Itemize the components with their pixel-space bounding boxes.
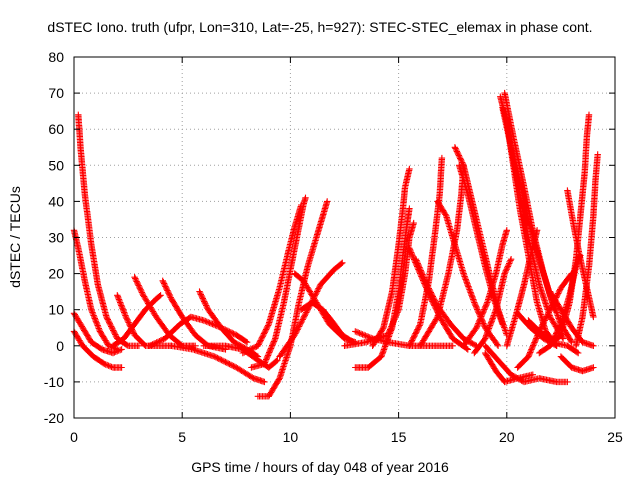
x-tick-label: 0: [70, 429, 78, 445]
data-series: [369, 165, 413, 349]
data-series: [352, 205, 413, 371]
data-series: [572, 151, 601, 349]
y-tick-label: 70: [48, 85, 64, 101]
y-axis-title: dSTEC / TECUs: [7, 186, 23, 288]
y-tick-label: -10: [44, 374, 64, 390]
x-axis-title: GPS time / hours of day 048 of year 2016: [191, 459, 449, 475]
y-tick-label: 20: [48, 266, 64, 282]
y-tick-label: 30: [48, 230, 64, 246]
data-series: [248, 194, 309, 371]
data-series: [514, 310, 560, 349]
y-tick-label: 0: [56, 338, 64, 354]
data-markers: [514, 310, 560, 349]
data-series: [503, 227, 541, 349]
data-markers: [557, 353, 597, 375]
data-series: [168, 342, 268, 386]
data-series: [291, 270, 359, 346]
x-tick-label: 25: [607, 429, 623, 445]
data-series: [546, 288, 597, 349]
data-series: [557, 353, 597, 375]
data-series: [109, 292, 164, 349]
data-markers: [572, 151, 601, 349]
data-series: [482, 349, 536, 386]
axis-ticks: [73, 56, 616, 419]
data-markers: [146, 313, 251, 349]
data-series: [471, 256, 515, 357]
data-series: [75, 111, 143, 349]
data-markers: [546, 288, 597, 349]
x-tick-label: 5: [178, 429, 186, 445]
data-markers: [369, 165, 413, 349]
data-series: [514, 270, 575, 371]
y-tick-label: 60: [48, 121, 64, 137]
data-markers: [248, 194, 309, 371]
chart-title: dSTEC Iono. truth (ufpr, Lon=310, Lat=-2…: [47, 19, 592, 35]
data-series: [146, 313, 251, 349]
data-markers: [501, 89, 558, 313]
x-tick-label: 10: [283, 429, 299, 445]
data-markers: [75, 111, 143, 349]
data-series: [239, 201, 305, 357]
data-markers: [109, 292, 164, 349]
data-series: [501, 89, 558, 313]
y-tick-label: 40: [48, 193, 64, 209]
y-tick-label: 10: [48, 302, 64, 318]
y-tick-label: 50: [48, 157, 64, 173]
data-markers: [352, 205, 413, 371]
y-tick-label: 80: [48, 49, 64, 65]
data-markers: [168, 342, 268, 386]
data-markers: [406, 154, 446, 349]
data-series: [406, 154, 446, 349]
data-markers: [482, 349, 536, 386]
data-markers: [239, 201, 305, 357]
data-markers: [291, 270, 359, 346]
data-markers: [514, 270, 575, 371]
data-markers: [460, 227, 510, 349]
plot-area: [70, 89, 601, 400]
data-markers: [471, 256, 515, 357]
x-tick-label: 20: [499, 429, 515, 445]
data-series: [460, 227, 510, 349]
y-tick-labels: -20 -10 0 10 20 30 40 50 60 70 80: [44, 49, 64, 426]
x-tick-label: 15: [391, 429, 407, 445]
y-tick-label: -20: [44, 410, 64, 426]
x-tick-labels: 0 5 10 15 20 25: [70, 429, 623, 445]
